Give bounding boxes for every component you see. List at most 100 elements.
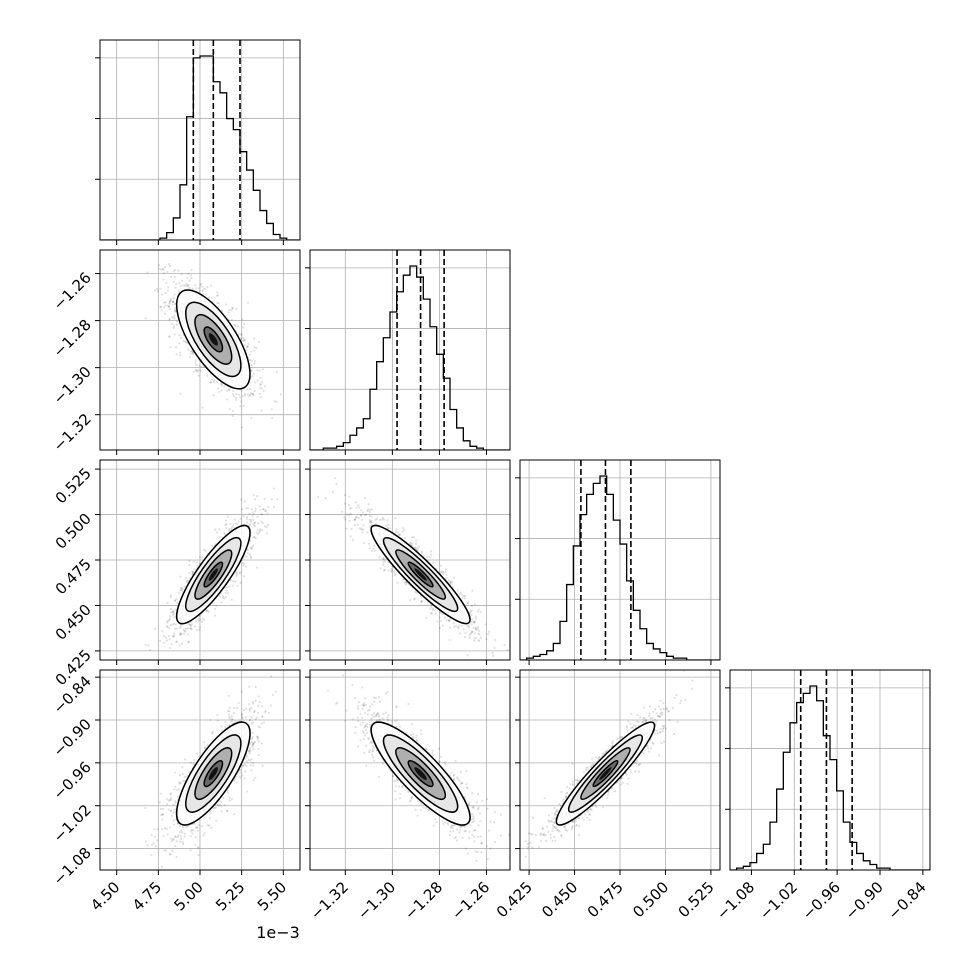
sample-point [257,695,260,698]
sample-point [467,601,470,605]
sample-point [234,522,237,525]
sample-point [168,638,171,641]
sample-point [473,637,476,640]
sample-point [183,835,186,838]
sample-point [485,637,488,641]
sample-point [172,622,176,625]
sample-point [259,376,262,380]
sample-point [249,520,253,523]
sample-point [260,722,263,725]
sample-point [258,529,261,532]
sample-point [449,579,453,583]
sample-point [175,597,178,601]
sample-point [225,303,228,306]
sample-point [178,644,181,647]
sample-point [226,515,229,518]
sample-point [172,325,175,328]
sample-point [448,626,452,629]
sample-point [156,664,158,666]
sample-point [161,267,164,270]
sample-point [232,523,235,526]
sample-point [232,580,235,583]
sample-point [257,532,260,535]
sample-point [218,528,221,531]
sample-point [153,289,157,292]
sample-point [191,351,195,354]
sample-point [253,521,257,524]
sample-point [252,748,255,751]
sample-point [254,776,257,779]
sample-point [170,642,173,646]
sample-point [360,514,363,518]
sample-point [202,548,206,551]
sample-point [228,585,231,588]
sample-point [478,633,481,636]
sample-point [398,533,401,536]
sample-point [256,379,259,382]
sample-point [254,507,257,510]
sample-point [476,610,479,613]
sample-point [168,852,171,855]
sample-point [253,360,256,363]
sample-point [230,720,233,723]
sample-point [432,561,435,564]
sample-point [203,618,206,621]
sample-point [214,528,217,531]
sample-point [473,620,477,623]
sample-point [179,835,182,838]
sample-point [169,615,172,618]
sample-point [177,269,180,272]
sample-point [228,529,231,532]
scatter-group [144,487,279,666]
sample-point [171,840,174,843]
density-peak [414,568,427,581]
sample-point [440,572,443,575]
sample-point [227,308,231,312]
sample-point [243,562,246,565]
sample-point [240,389,243,392]
sample-point [362,528,365,532]
sample-point [169,307,172,311]
sample-point [174,286,177,289]
sample-point [434,612,437,615]
sample-point [361,518,364,521]
sample-point [256,494,259,498]
sample-point [248,353,252,357]
sample-point [256,566,259,569]
sample-point [232,395,235,398]
sample-point [372,547,375,550]
sample-point [443,616,446,619]
sample-point [235,572,239,575]
y-tick-label: 0.475 [52,555,95,598]
sample-point [253,389,256,393]
sample-point [445,573,448,577]
sample-point [436,620,439,623]
sample-point [181,588,184,591]
sample-point [420,600,423,603]
sample-point [386,561,390,564]
sample-point [185,577,188,580]
sample-point [458,624,461,627]
sample-point [447,579,450,582]
sample-point [159,792,162,795]
sample-point [452,622,455,625]
sample-point [245,790,249,793]
sample-point [370,520,373,523]
sample-point [217,302,220,305]
sample-point [184,627,188,630]
sample-point [208,824,211,827]
sample-point [183,832,186,835]
sample-point [469,632,472,635]
sample-point [170,849,174,852]
sample-point [470,609,473,612]
sample-point [344,494,347,497]
sample-point [193,284,197,287]
sample-point [350,527,353,531]
sample-point [245,555,248,558]
sample-point [248,358,252,362]
sample-point [349,535,352,538]
sample-point [252,372,255,375]
sample-point [230,798,234,801]
sample-point [382,557,385,560]
sample-point [189,624,193,628]
